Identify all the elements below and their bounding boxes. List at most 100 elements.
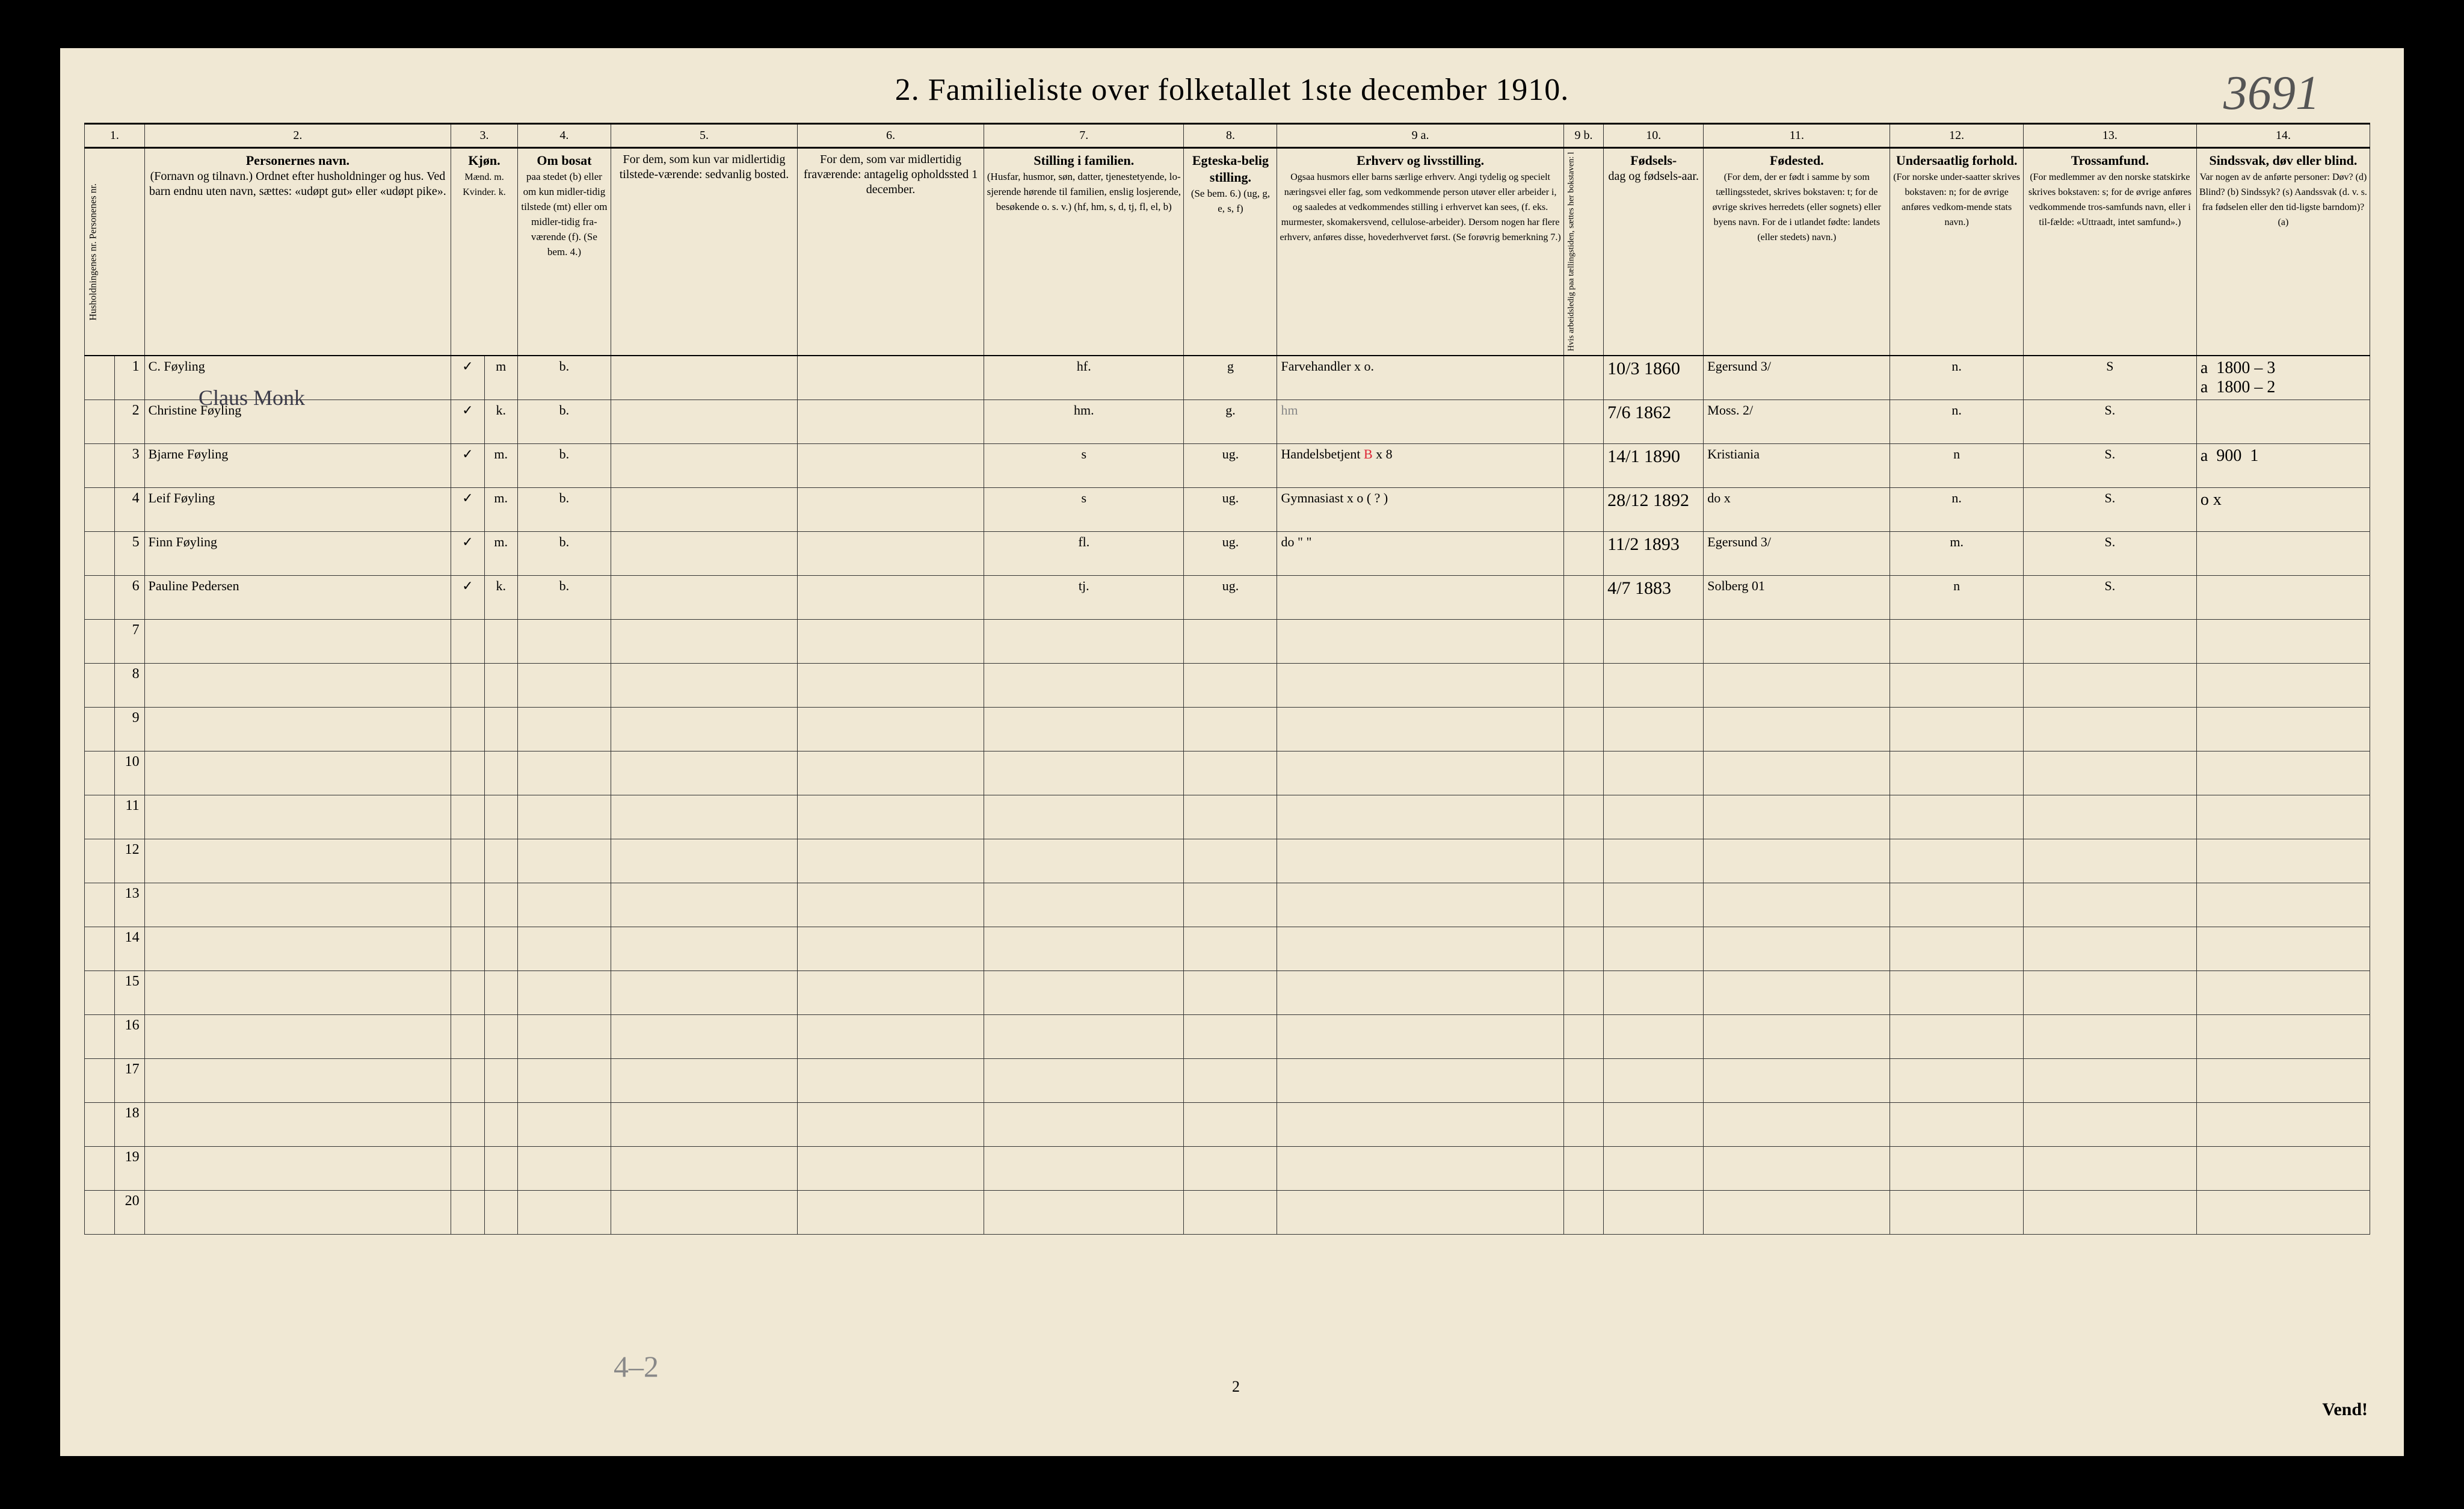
table-row-empty: 14 (85, 927, 2370, 971)
cell-empty (611, 883, 797, 927)
cell-empty (611, 664, 797, 708)
cell-c5 (611, 488, 797, 532)
handwritten-number-top: 3691 (2223, 66, 2320, 121)
cell-empty (1604, 1191, 1704, 1235)
colnum-13: 13. (2023, 124, 2196, 148)
cell-birthplace: Moss. 2/ (1704, 400, 1890, 444)
cell-dob: 10/3 1860 (1604, 356, 1704, 400)
cell-empty (1704, 751, 1890, 795)
cell-empty (517, 795, 611, 839)
cell-empty (451, 795, 484, 839)
table-header: 1. 2. 3. 4. 5. 6. 7. 8. 9 a. 9 b. 10. 11… (85, 124, 2370, 356)
cell-empty (1890, 751, 2024, 795)
header-14: Sindssvak, døv eller blind.Var nogen av … (2196, 148, 2370, 356)
cell-empty (611, 927, 797, 971)
cell-empty (1184, 839, 1277, 883)
cell-occupation: do " " (1277, 532, 1563, 576)
cell-empty (1604, 1147, 1704, 1191)
header-3-text: Mænd. m. Kvinder. k. (463, 172, 506, 197)
cell-empty (611, 620, 797, 664)
person-num: 3 (114, 444, 144, 488)
cell-civil: g (1184, 356, 1277, 400)
cell-empty (2023, 883, 2196, 927)
cell-empty (1184, 620, 1277, 664)
cell-empty (484, 1147, 517, 1191)
cell-empty (2023, 1015, 2196, 1059)
cell-civil: g. (1184, 400, 1277, 444)
cell-empty (2196, 751, 2370, 795)
colnum-10: 10. (1604, 124, 1704, 148)
household-num (85, 664, 115, 708)
header-12-text: (For norske under-saatter skrives boksta… (1893, 172, 2020, 227)
cell-9b (1563, 400, 1603, 444)
cell-empty (517, 971, 611, 1015)
table-row-empty: 9 (85, 708, 2370, 751)
cell-empty (144, 839, 451, 883)
cell-c5 (611, 532, 797, 576)
cell-empty (1184, 664, 1277, 708)
cell-empty (1604, 927, 1704, 971)
cell-empty (798, 1015, 984, 1059)
cell-c14 (2196, 532, 2370, 576)
cell-empty (1890, 883, 2024, 927)
cell-empty (2196, 1147, 2370, 1191)
cell-empty (611, 708, 797, 751)
household-num (85, 532, 115, 576)
cell-empty (1277, 1191, 1563, 1235)
cell-empty (451, 1147, 484, 1191)
header-9b: Hvis arbeidsledig paa tællingstiden, sæt… (1563, 148, 1603, 356)
cell-empty (2196, 708, 2370, 751)
cell-empty (984, 1103, 1184, 1147)
cell-empty (2023, 795, 2196, 839)
cell-sex: m. (484, 488, 517, 532)
cell-9b (1563, 532, 1603, 576)
header-2-bold: Personernes navn. (246, 153, 350, 168)
colnum-9a: 9 a. (1277, 124, 1563, 148)
cell-dob: 4/7 1883 (1604, 576, 1704, 620)
cell-empty (1563, 708, 1603, 751)
cell-empty (144, 1103, 451, 1147)
cell-empty (517, 1191, 611, 1235)
cell-empty (1890, 927, 2024, 971)
cell-empty (1704, 620, 1890, 664)
header-1: Husholdningenes nr. Personenes nr. (85, 148, 145, 356)
cell-family: tj. (984, 576, 1184, 620)
cell-empty (144, 1147, 451, 1191)
cell-empty (984, 664, 1184, 708)
household-num (85, 883, 115, 927)
cell-dob: 14/1 1890 (1604, 444, 1704, 488)
cell-empty (1563, 1103, 1603, 1147)
check-mark: ✓ (451, 532, 484, 576)
colnum-11: 11. (1704, 124, 1890, 148)
cell-c6 (798, 444, 984, 488)
cell-empty (144, 620, 451, 664)
cell-empty (451, 708, 484, 751)
cell-nationality: m. (1890, 532, 2024, 576)
header-8: Egteska-belig stilling.(Se bem. 6.) (ug,… (1184, 148, 1277, 356)
cell-empty (517, 883, 611, 927)
header-8-bold: Egteska-belig stilling. (1192, 153, 1269, 185)
cell-empty (2023, 839, 2196, 883)
cell-empty (484, 1059, 517, 1103)
cell-c6 (798, 576, 984, 620)
cell-empty (2196, 927, 2370, 971)
cell-empty (451, 839, 484, 883)
cell-empty (798, 971, 984, 1015)
cell-empty (1604, 883, 1704, 927)
cell-empty (1890, 971, 2024, 1015)
cell-empty (984, 620, 1184, 664)
cell-c6 (798, 532, 984, 576)
household-num (85, 795, 115, 839)
cell-empty (984, 1015, 1184, 1059)
cell-empty (1563, 927, 1603, 971)
cell-empty (1890, 1103, 2024, 1147)
cell-c5 (611, 576, 797, 620)
cell-empty (611, 839, 797, 883)
colnum-5: 5. (611, 124, 797, 148)
cell-empty (798, 620, 984, 664)
cell-occupation: Farvehandler x o. (1277, 356, 1563, 400)
cell-empty (1704, 1147, 1890, 1191)
cell-empty (984, 1191, 1184, 1235)
cell-empty (517, 839, 611, 883)
table-row-empty: 18 (85, 1103, 2370, 1147)
